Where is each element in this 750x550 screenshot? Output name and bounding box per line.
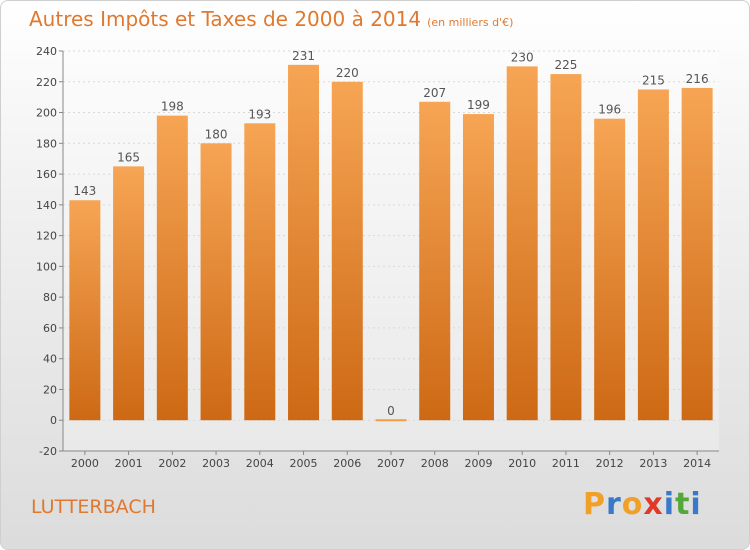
chart-title: Autres Impôts et Taxes de 2000 à 2014 bbox=[29, 7, 422, 31]
data-label: 165 bbox=[117, 150, 140, 164]
logo-letter: r bbox=[606, 487, 622, 522]
x-tick-label: 2010 bbox=[508, 457, 536, 470]
y-tick-label: 220 bbox=[36, 76, 57, 89]
y-tick-label: 60 bbox=[43, 322, 57, 335]
x-tick-label: 2002 bbox=[158, 457, 186, 470]
y-tick-label: 240 bbox=[36, 45, 57, 58]
logo-letter: i bbox=[663, 487, 676, 522]
bar-2008 bbox=[419, 101, 451, 421]
x-tick-label: 2000 bbox=[71, 457, 99, 470]
x-tick-label: 2005 bbox=[290, 457, 318, 470]
data-label: 230 bbox=[511, 50, 534, 64]
bar-2003 bbox=[200, 143, 232, 421]
data-label: 207 bbox=[423, 86, 446, 100]
data-label: 180 bbox=[205, 127, 228, 141]
chart-unit: (en milliers d'€) bbox=[427, 16, 514, 29]
data-label: 198 bbox=[161, 100, 184, 114]
y-tick-label: 40 bbox=[43, 353, 57, 366]
x-tick-label: 2004 bbox=[246, 457, 274, 470]
bar-2005 bbox=[288, 64, 320, 421]
bar-2013 bbox=[637, 89, 669, 421]
x-tick-label: 2006 bbox=[333, 457, 361, 470]
place-name: LUTTERBACH bbox=[31, 496, 156, 518]
y-tick-label: 80 bbox=[43, 291, 57, 304]
y-tick-label: 200 bbox=[36, 107, 57, 120]
x-tick-label: 2011 bbox=[552, 457, 580, 470]
y-tick-label: 100 bbox=[36, 260, 57, 273]
y-tick-label: 180 bbox=[36, 137, 57, 150]
bar-2002 bbox=[156, 115, 188, 421]
data-label: 0 bbox=[387, 404, 395, 418]
data-label: 220 bbox=[336, 66, 359, 80]
logo-letter: x bbox=[643, 487, 664, 522]
bar-2010 bbox=[506, 66, 538, 421]
bar-2009 bbox=[462, 114, 494, 421]
x-tick-label: 2009 bbox=[464, 457, 492, 470]
logo-letter: o bbox=[621, 487, 644, 522]
x-tick-label: 2003 bbox=[202, 457, 230, 470]
logo-letter: i bbox=[690, 487, 702, 522]
data-label: 199 bbox=[467, 98, 490, 112]
y-tick-label: 160 bbox=[36, 168, 57, 181]
data-label: 215 bbox=[642, 73, 665, 87]
y-tick-label: 120 bbox=[36, 230, 57, 243]
data-label: 196 bbox=[598, 103, 621, 117]
bar-2001 bbox=[113, 166, 145, 421]
x-tick-label: 2013 bbox=[639, 457, 667, 470]
title-row: Autres Impôts et Taxes de 2000 à 2014 (en… bbox=[29, 7, 513, 31]
y-tick-label: -20 bbox=[39, 445, 57, 458]
bar-2004 bbox=[244, 123, 276, 421]
x-tick-label: 2007 bbox=[377, 457, 405, 470]
bar-2011 bbox=[550, 74, 582, 421]
data-label: 231 bbox=[292, 49, 315, 63]
bar-2000 bbox=[69, 200, 101, 421]
data-label: 143 bbox=[73, 184, 96, 198]
y-tick-label: 140 bbox=[36, 199, 57, 212]
logo-letter: P bbox=[583, 487, 606, 522]
x-tick-label: 2014 bbox=[683, 457, 711, 470]
data-label: 193 bbox=[248, 107, 271, 121]
x-tick-label: 2012 bbox=[596, 457, 624, 470]
data-label: 216 bbox=[686, 72, 709, 86]
proxiti-logo: Proxiti bbox=[583, 487, 702, 522]
x-tick-label: 2008 bbox=[421, 457, 449, 470]
data-label: 225 bbox=[554, 58, 577, 72]
bar-2012 bbox=[594, 118, 626, 421]
logo-letter: t bbox=[675, 487, 691, 522]
y-tick-label: 20 bbox=[43, 383, 57, 396]
bar-2014 bbox=[681, 87, 713, 421]
y-tick-label: 0 bbox=[50, 414, 57, 427]
bar-2006 bbox=[331, 81, 363, 421]
x-tick-label: 2001 bbox=[115, 457, 143, 470]
